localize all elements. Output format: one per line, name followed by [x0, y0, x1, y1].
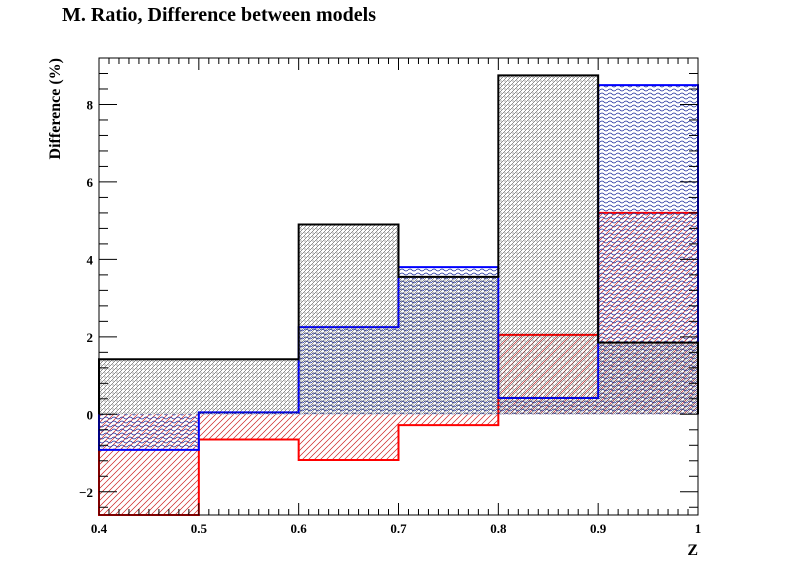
y-tick-label: −2: [79, 485, 93, 500]
x-tick-label: 0.4: [91, 521, 108, 536]
histogram-bin-fill: [99, 414, 199, 450]
x-axis-title: Z: [687, 542, 698, 559]
series-layer: [98, 74, 699, 516]
y-axis-title: Difference (%): [47, 58, 64, 159]
histogram-bin-fill: [298, 414, 399, 461]
histogram-bin-fill: [198, 359, 299, 415]
histogram-bin-fill: [398, 414, 499, 426]
histogram-bin-fill: [598, 342, 698, 415]
histogram-bin-fill: [99, 359, 199, 415]
x-tick-label: 0.7: [390, 521, 407, 536]
x-tick-label: 0.5: [191, 521, 208, 536]
histogram-bin-fill: [298, 224, 399, 415]
histogram-outline: [98, 74, 699, 415]
chart-title: M. Ratio, Difference between models: [62, 4, 376, 26]
series-2: [98, 74, 699, 415]
y-tick-label: 0: [87, 407, 94, 422]
x-tick-label: 0.8: [490, 521, 507, 536]
x-tick-label: 0.9: [590, 521, 607, 536]
histogram-bin-fill: [198, 414, 299, 440]
x-tick-label: 0.6: [291, 521, 308, 536]
y-tick-label: 6: [87, 175, 94, 190]
y-tick-label: 8: [87, 97, 94, 112]
histogram-bin-fill: [498, 75, 599, 415]
y-tick-label: 2: [87, 330, 94, 345]
axis-layer: 0.4 0.5 0.6 0.7 0.8 0.9 1 −2 0 2 4 6 8 Z Difference (%…: [47, 57, 702, 559]
histogram-bin-fill: [398, 276, 499, 415]
x-tick-label: 1: [695, 521, 702, 536]
y-tick-label: 4: [87, 252, 94, 267]
